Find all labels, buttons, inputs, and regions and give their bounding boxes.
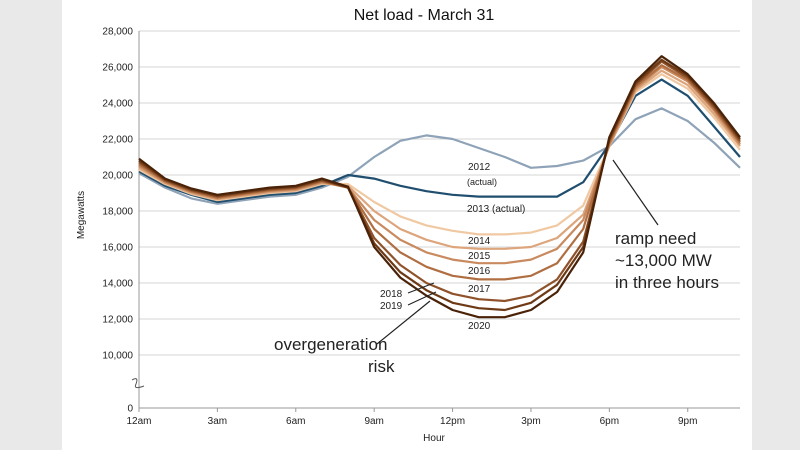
x-axis-label: Hour — [423, 433, 445, 444]
y-axis-label: Megawatts — [76, 191, 87, 239]
chart-title: Net load - March 31 — [354, 7, 495, 24]
series-label-2012-actual: (actual) — [467, 177, 497, 187]
net-load-chart: 10,000 12,000 14,000 16,000 18,000 20,000 22,0… — [76, 7, 741, 444]
y-tick-label: 16,000 — [102, 243, 133, 254]
series-label-2015: 2015 — [468, 251, 491, 262]
x-tick-label: 3am — [208, 416, 227, 427]
y-tick-label: 14,000 — [102, 279, 133, 290]
y-axis-break-mark — [131, 378, 145, 389]
pointer-2019 — [407, 291, 437, 306]
x-tick-label: 6am — [286, 416, 305, 427]
series-label-2013: 2013 (actual) — [467, 204, 525, 215]
y-tick-label: 24,000 — [102, 99, 133, 110]
y-tick-labels: 10,000 12,000 14,000 16,000 18,000 20,000 22,0… — [102, 27, 133, 415]
x-tick-label: 9pm — [678, 416, 697, 427]
series-line-2020 — [138, 55, 741, 319]
ramp-label-line2: ~13,000 MW — [615, 251, 712, 270]
series-label-2018: 2018 — [380, 289, 403, 300]
chart-container: 10,000 12,000 14,000 16,000 18,000 20,000 22,0… — [62, 0, 752, 450]
series-line-2015 — [138, 69, 741, 250]
y-tick-label: 18,000 — [102, 207, 133, 218]
series-label-2014: 2014 — [468, 236, 491, 247]
overgeneration-arrow — [376, 300, 431, 345]
ramp-label-line3: in three hours — [615, 273, 719, 292]
series-line-2014 — [138, 73, 741, 236]
ramp-label-line1: ramp need — [615, 229, 696, 248]
pointer-2018 — [407, 282, 435, 294]
overgeneration-label-line2: risk — [368, 357, 395, 376]
series-line-2013 — [138, 78, 741, 204]
y-tick-label: 20,000 — [102, 171, 133, 182]
gridlines — [139, 30, 740, 356]
ramp-arrow — [612, 159, 659, 226]
x-tick-label: 12am — [126, 416, 151, 427]
x-tick-labels: 12am 3am 6am 9am 12pm 3pm 6pm 9pm — [126, 408, 697, 427]
y-tick-label: 22,000 — [102, 135, 133, 146]
x-tick-label: 12pm — [440, 416, 465, 427]
y-tick-label: 10,000 — [102, 351, 133, 362]
series-label-2019: 2019 — [380, 301, 403, 312]
series-label-2012: 2012 — [468, 162, 491, 173]
series-label-2020: 2020 — [468, 321, 491, 332]
x-tick-label: 3pm — [521, 416, 540, 427]
y-tick-label: 12,000 — [102, 315, 133, 326]
series-label-2017: 2017 — [468, 284, 491, 295]
series-label-2016: 2016 — [468, 266, 491, 277]
series-lines — [138, 55, 741, 319]
series-line-2012 — [138, 107, 741, 205]
x-tick-label: 6pm — [600, 416, 619, 427]
y-tick-label: 26,000 — [102, 63, 133, 74]
y-tick-label: 28,000 — [102, 27, 133, 38]
y-tick-label-zero: 0 — [127, 404, 133, 415]
overgeneration-label-line1: overgeneration — [274, 335, 387, 354]
x-tick-label: 9am — [364, 416, 383, 427]
